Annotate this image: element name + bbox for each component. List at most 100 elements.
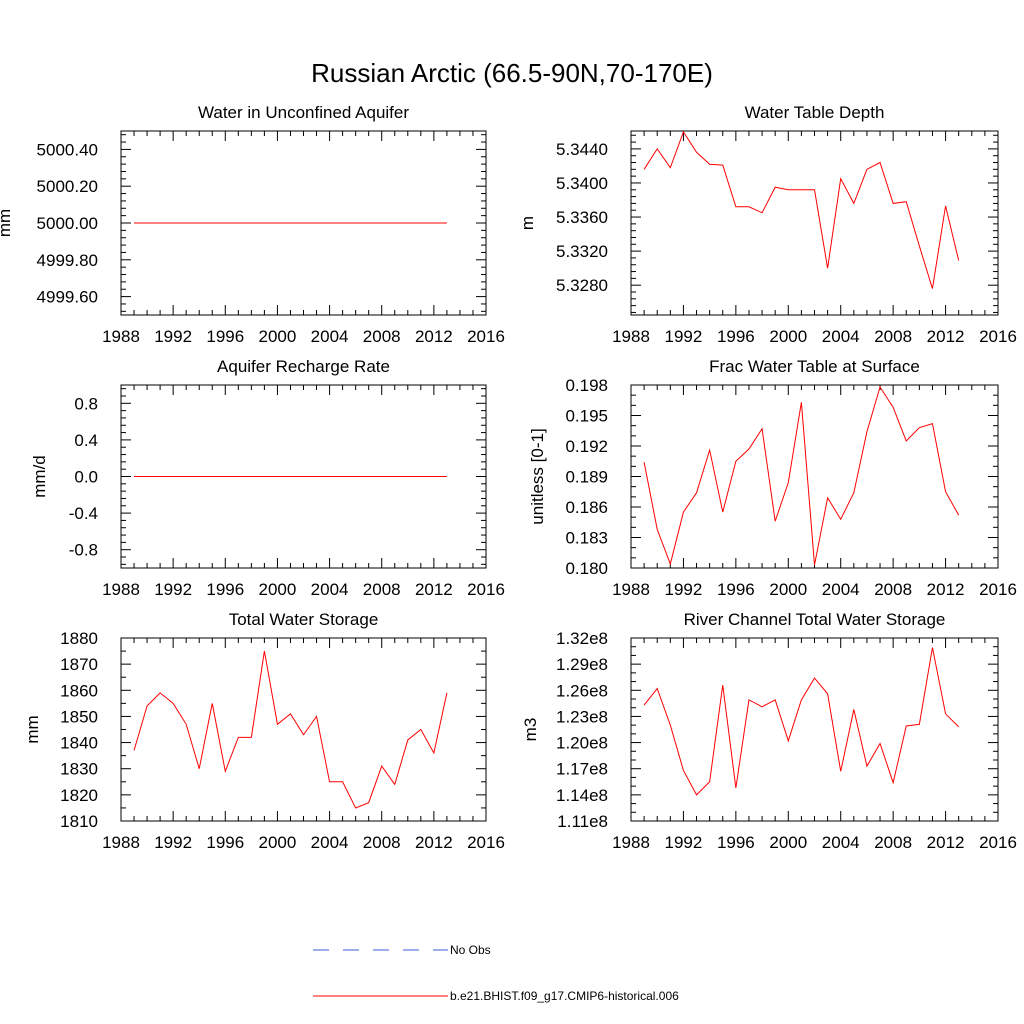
- y-tick-label: 5.3360: [556, 208, 608, 227]
- x-tick-label: 2004: [822, 580, 860, 599]
- x-tick-label: 2000: [259, 833, 297, 852]
- y-tick-label: 0.186: [565, 498, 608, 517]
- chart-panel-total-water-storage: Total Water Storage mm 1988 1992 1996 2000 200…: [23, 610, 505, 852]
- x-tick-label: 1988: [612, 580, 650, 599]
- y-tick-label: 5000.40: [37, 140, 98, 159]
- y-tick-label: 1.32e8: [556, 629, 608, 648]
- panel-title: River Channel Total Water Storage: [684, 610, 946, 629]
- y-tick-label: 4999.80: [37, 251, 98, 270]
- y-tick-label: -0.8: [69, 541, 98, 560]
- x-tick-label: 2012: [927, 580, 965, 599]
- plot-frame: [120, 637, 487, 822]
- series-line: [643, 647, 960, 796]
- x-tick-label: 2000: [769, 833, 807, 852]
- y-tick-label: 1.14e8: [556, 786, 608, 805]
- x-tick-label: 2012: [927, 833, 965, 852]
- chart-panel-water-table-depth: Water Table Depth m 1988 1992 1996 2000 2004 20…: [518, 103, 1017, 346]
- y-axis-label: mm/d: [30, 455, 49, 498]
- y-tick-label: 1870: [60, 655, 98, 674]
- x-tick-label: 1996: [717, 833, 755, 852]
- panel-title: Water Table Depth: [745, 103, 885, 122]
- x-tick-label: 1992: [154, 580, 192, 599]
- x-tick-label: 1992: [665, 580, 703, 599]
- x-tick-label: 2012: [415, 580, 453, 599]
- y-axis-label: m: [518, 216, 537, 230]
- y-tick-label: 0.4: [74, 431, 98, 450]
- x-tick-label: 2004: [311, 580, 349, 599]
- x-tick-label: 2000: [769, 580, 807, 599]
- x-tick-label: 1996: [206, 580, 244, 599]
- x-tick-label: 2008: [874, 580, 912, 599]
- x-tick-label: 2016: [467, 833, 505, 852]
- y-tick-label: 1.17e8: [556, 760, 608, 779]
- x-tick-label: 2016: [979, 833, 1017, 852]
- y-tick-label: 0.189: [565, 468, 608, 487]
- x-tick-label: 2000: [259, 580, 297, 599]
- plot-frame: [630, 637, 999, 822]
- x-tick-label: 2016: [979, 327, 1017, 346]
- y-tick-label: 1860: [60, 681, 98, 700]
- panel-title: Frac Water Table at Surface: [709, 357, 920, 376]
- y-tick-label: 0.192: [565, 437, 608, 456]
- x-tick-label: 2016: [467, 327, 505, 346]
- figure-title: Russian Arctic (66.5-90N,70-170E): [311, 58, 713, 88]
- x-tick-label: 2008: [363, 833, 401, 852]
- y-tick-label: 0.195: [565, 407, 608, 426]
- x-tick-label: 2000: [769, 327, 807, 346]
- x-tick-label: 2008: [363, 327, 401, 346]
- x-tick-label: 2016: [467, 580, 505, 599]
- y-tick-label: 0.183: [565, 529, 608, 548]
- y-tick-label: 5.3400: [556, 174, 608, 193]
- x-tick-label: 2012: [415, 833, 453, 852]
- chart-panel-frac-water-table-at-surface: Frac Water Table at Surface unitless [0-1…: [528, 357, 1017, 599]
- x-tick-label: 2008: [874, 833, 912, 852]
- y-tick-label: 1830: [60, 760, 98, 779]
- x-tick-label: 1992: [665, 833, 703, 852]
- x-tick-label: 2004: [822, 327, 860, 346]
- y-tick-label: 5.3440: [556, 140, 608, 159]
- y-tick-label: 1.29e8: [556, 655, 608, 674]
- series-line: [643, 130, 960, 289]
- x-tick-label: 2000: [259, 327, 297, 346]
- panel-title: Water in Unconfined Aquifer: [198, 103, 409, 122]
- y-axis-label: m3: [521, 718, 540, 742]
- y-tick-label: 5.3280: [556, 276, 608, 295]
- chart-panel-aquifer-recharge-rate: Aquifer Recharge Rate mm/d 1988 1992 1996 200…: [30, 357, 505, 599]
- x-tick-label: 1988: [612, 327, 650, 346]
- x-tick-label: 1992: [665, 327, 703, 346]
- x-tick-label: 1996: [717, 580, 755, 599]
- y-tick-label: 1880: [60, 629, 98, 648]
- legend-label-model: b.e21.BHIST.f09_g17.CMIP6-historical.006: [450, 989, 679, 1003]
- y-tick-label: 1850: [60, 707, 98, 726]
- y-tick-label: 1810: [60, 812, 98, 831]
- series-line: [643, 385, 960, 566]
- y-tick-label: 1.20e8: [556, 734, 608, 753]
- y-tick-label: 0.180: [565, 559, 608, 578]
- y-tick-label: 1820: [60, 786, 98, 805]
- panel-title: Total Water Storage: [229, 610, 379, 629]
- x-tick-label: 2012: [415, 327, 453, 346]
- x-tick-label: 2004: [822, 833, 860, 852]
- x-tick-label: 1996: [206, 833, 244, 852]
- legend: No Obs b.e21.BHIST.f09_g17.CMIP6-histori…: [313, 943, 679, 1003]
- x-tick-label: 2004: [311, 327, 349, 346]
- y-tick-label: 1840: [60, 734, 98, 753]
- y-tick-label: 0.0: [74, 468, 98, 487]
- x-tick-label: 1996: [717, 327, 755, 346]
- x-tick-label: 2008: [363, 580, 401, 599]
- x-tick-label: 1988: [102, 833, 140, 852]
- series-line: [133, 650, 448, 809]
- y-tick-label: 0.198: [565, 376, 608, 395]
- y-tick-label: 1.11e8: [557, 812, 608, 831]
- x-tick-label: 2012: [927, 327, 965, 346]
- x-tick-label: 2008: [874, 327, 912, 346]
- x-tick-label: 1996: [206, 327, 244, 346]
- y-axis-label: mm: [0, 209, 14, 237]
- x-tick-label: 2016: [979, 580, 1017, 599]
- y-tick-label: 5000.20: [37, 177, 98, 196]
- y-axis-label: unitless [0-1]: [528, 428, 547, 524]
- y-tick-label: 5000.00: [37, 214, 98, 233]
- y-tick-label: -0.4: [69, 504, 98, 523]
